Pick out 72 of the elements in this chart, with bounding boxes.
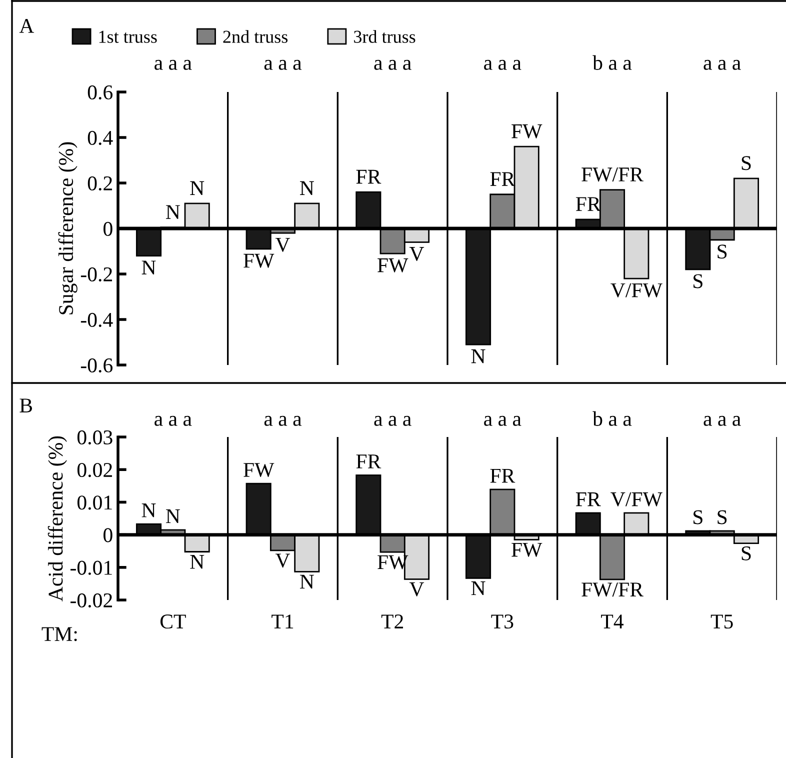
data-label: FR xyxy=(576,492,601,506)
data-label: N xyxy=(190,181,204,195)
text: a a a xyxy=(374,60,412,70)
x-tick-label: T2 xyxy=(381,614,404,628)
data-label: V xyxy=(275,554,290,568)
x-tick-label: T5 xyxy=(710,614,733,629)
y-tick-label: 0.03 xyxy=(77,430,112,445)
y-tick-label: 0.6 xyxy=(88,85,113,100)
text: a a a xyxy=(484,60,522,70)
y-axis-title: Acid difference (%) xyxy=(48,436,67,602)
data-label: FW xyxy=(378,258,408,272)
data-label: V xyxy=(409,247,424,262)
y-tick-label: 0 xyxy=(104,528,112,542)
y-tick-label: -0.01 xyxy=(70,560,112,575)
data-label: FW/FR xyxy=(582,582,644,597)
x-axis-title: TM: xyxy=(42,627,77,642)
chart-title: B xyxy=(20,398,32,412)
y-tick-label: -0.2 xyxy=(80,267,112,282)
data-label: FW xyxy=(512,542,542,557)
legend-label: 2nd truss xyxy=(223,30,288,43)
data-label: FR xyxy=(356,454,382,468)
chart-title: A xyxy=(19,18,34,33)
text: a a a xyxy=(704,416,741,426)
data-label: FR xyxy=(490,468,516,483)
data-label: S xyxy=(742,156,751,170)
data-label: V/FW xyxy=(610,283,662,298)
data-label: N xyxy=(166,205,180,219)
data-label: N xyxy=(300,574,314,589)
data-label: N xyxy=(142,504,156,518)
y-tick-label: -0.4 xyxy=(80,312,113,328)
y-tick-label: -0.02 xyxy=(70,593,112,608)
data-label: S xyxy=(694,274,702,288)
data-label: N xyxy=(142,260,156,274)
legend-label: 1st truss xyxy=(99,30,157,43)
data-label: FW xyxy=(244,463,274,478)
data-label: V/FW xyxy=(610,492,662,506)
data-label: N xyxy=(166,509,180,524)
data-label: S xyxy=(718,510,727,524)
y-tick-label: -0.6 xyxy=(80,358,113,373)
x-tick-label: CT xyxy=(160,614,186,629)
data-label: FW/FR xyxy=(582,168,644,182)
data-label: V xyxy=(409,582,424,596)
text: a a a xyxy=(154,416,192,426)
data-label: S xyxy=(694,510,702,524)
y-tick-label: 0.2 xyxy=(88,176,112,191)
x-tick-label: T1 xyxy=(272,614,294,628)
data-label: V xyxy=(275,238,290,252)
data-label: N xyxy=(300,181,314,195)
y-tick-label: 0.01 xyxy=(77,496,112,510)
text: a a a xyxy=(374,416,412,426)
text: b a a xyxy=(592,55,632,70)
text: a a a xyxy=(264,60,302,70)
text: a a a xyxy=(154,60,192,70)
x-tick-label: T3 xyxy=(491,614,514,629)
data-label: N xyxy=(471,581,486,596)
text: b a a xyxy=(592,411,632,426)
data-label: N xyxy=(190,555,204,569)
y-axis-title: Sugar difference (%) xyxy=(58,142,78,314)
data-label: FW xyxy=(244,254,274,268)
y-tick-label: 0.02 xyxy=(77,462,112,478)
text: a a a xyxy=(704,60,741,70)
y-tick-label: 0.4 xyxy=(88,130,113,146)
text: a a a xyxy=(264,416,302,426)
data-label: S xyxy=(742,546,751,560)
x-tick-label: T4 xyxy=(601,614,624,628)
legend-label: 3rd truss xyxy=(354,30,416,43)
text: a a a xyxy=(484,416,522,426)
data-label: FR xyxy=(356,170,382,184)
data-label: FW xyxy=(512,124,542,138)
y-tick-label: 0 xyxy=(104,222,112,236)
data-label: N xyxy=(471,349,486,364)
data-label: S xyxy=(718,244,727,259)
